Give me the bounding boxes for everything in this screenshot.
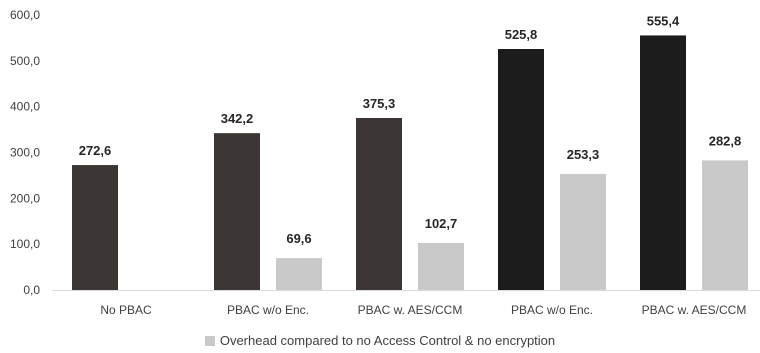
bar-chart: 0,0 100,0 200,0 300,0 400,0 500,0 600,0 272,6 3… — [10, 8, 760, 317]
bar-overhead — [560, 173, 606, 290]
bar-total — [498, 49, 544, 291]
x-tick-label: No PBAC — [100, 303, 152, 317]
data-label-total: 375,3 — [363, 96, 396, 111]
data-label-overhead: 69,6 — [286, 231, 311, 246]
data-label-total: 555,4 — [647, 13, 680, 28]
y-axis: 0,0 100,0 200,0 300,0 400,0 500,0 600,0 — [10, 8, 40, 297]
y-tick-label: 600,0 — [10, 8, 40, 22]
y-tick-label: 500,0 — [10, 54, 40, 68]
y-tick-label: 400,0 — [10, 100, 40, 114]
data-label-overhead: 282,8 — [709, 133, 742, 148]
bar-total — [640, 35, 686, 290]
data-label-overhead: 102,7 — [425, 216, 458, 231]
legend-swatch-overhead — [204, 336, 215, 346]
bar-total — [356, 117, 402, 290]
data-labels: 272,6 342,2 69,6 375,3 102,7 525,8 253,3 555,4 2… — [79, 13, 742, 246]
y-tick-label: 200,0 — [10, 191, 40, 205]
bar-total — [72, 165, 118, 290]
bar-overhead — [702, 160, 748, 290]
data-label-overhead: 253,3 — [567, 147, 600, 162]
bar-total — [214, 133, 260, 290]
bar-overhead — [276, 258, 322, 290]
y-tick-label: 0,0 — [23, 283, 40, 297]
x-tick-label: PBAC w. AES/CCM — [358, 303, 463, 317]
bar-group — [72, 35, 748, 291]
legend: Overhead compared to no Access Control &… — [0, 333, 760, 348]
y-tick-label: 100,0 — [10, 237, 40, 251]
x-tick-label: PBAC w. AES/CCM — [642, 303, 747, 317]
x-tick-label: PBAC w/o Enc. — [511, 303, 593, 317]
y-tick-label: 300,0 — [10, 146, 40, 160]
x-tick-label: PBAC w/o Enc. — [227, 303, 309, 317]
data-label-total: 272,6 — [79, 143, 112, 158]
x-axis: No PBAC PBAC w/o Enc. PBAC w. AES/CCM PBAC … — [52, 290, 760, 317]
data-label-total: 342,2 — [221, 111, 254, 126]
legend-label-overhead: Overhead compared to no Access Control &… — [219, 333, 556, 348]
bar-overhead — [418, 242, 464, 290]
data-label-total: 525,8 — [505, 27, 538, 42]
